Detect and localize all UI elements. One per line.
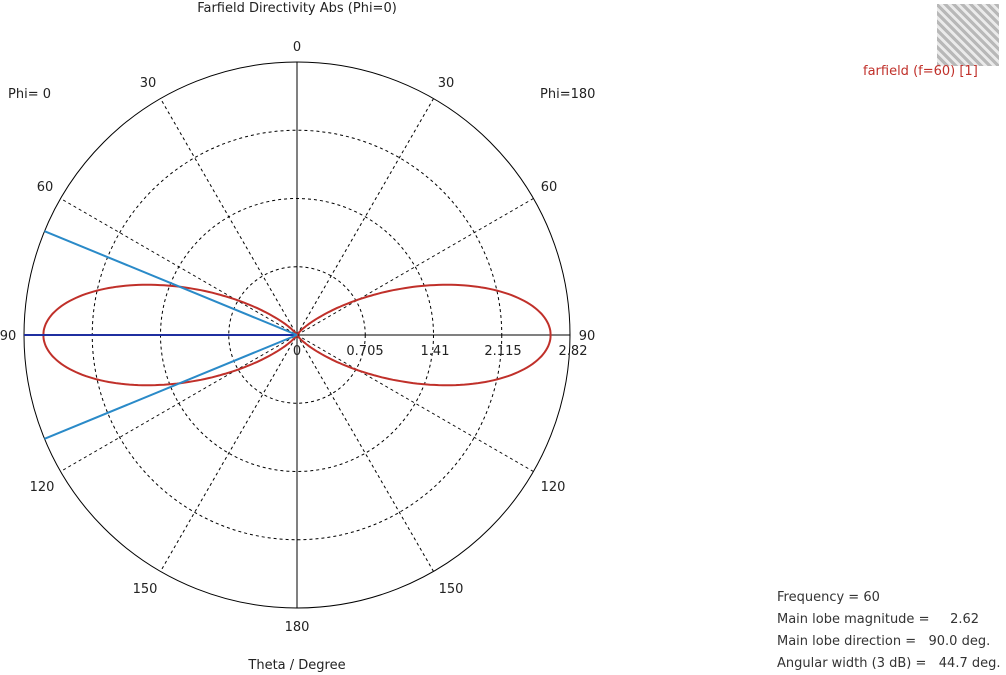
- angle-tick: 60: [541, 180, 558, 195]
- beamwidth-line: [44, 230, 298, 336]
- legend-entry: farfield (f=60) [1]: [863, 64, 978, 79]
- x-axis-label: Theta / Degree: [247, 658, 345, 673]
- phi-right-label: Phi=180: [540, 87, 595, 102]
- angle-tick: 90: [0, 329, 16, 344]
- angle-tick: 0: [293, 40, 301, 55]
- radial-tick: 0: [293, 344, 301, 359]
- chart-title: Farfield Directivity Abs (Phi=0): [197, 1, 397, 16]
- info-line: Main lobe direction = 90.0 deg.: [777, 634, 991, 649]
- info-box: Frequency = 60 Main lobe magnitude = 2.62…: [777, 587, 1001, 675]
- angle-tick: 150: [439, 582, 464, 597]
- qr-code-watermark: [937, 4, 999, 66]
- angle-tick: 60: [37, 180, 54, 195]
- info-line: Main lobe magnitude = 2.62: [777, 612, 980, 627]
- pattern-lobe: [296, 283, 552, 387]
- beamwidth-line: [44, 334, 298, 440]
- angle-tick: 120: [541, 480, 566, 495]
- angle-tick: 90: [579, 329, 596, 344]
- angle-tick: 120: [30, 480, 55, 495]
- angle-tick: 30: [140, 76, 157, 91]
- radial-tick: 2.115: [484, 344, 521, 359]
- angle-tick: 180: [285, 620, 310, 635]
- angle-tick: 30: [438, 76, 455, 91]
- angle-tick: 150: [133, 582, 158, 597]
- info-line: Frequency = 60: [777, 590, 880, 605]
- radial-tick: 2.82: [559, 344, 588, 359]
- info-line: Angular width (3 dB) = 44.7 deg.: [777, 656, 1001, 671]
- radial-tick: 1.41: [421, 344, 450, 359]
- radial-tick: 0.705: [346, 344, 383, 359]
- phi-left-label: Phi= 0: [8, 87, 51, 102]
